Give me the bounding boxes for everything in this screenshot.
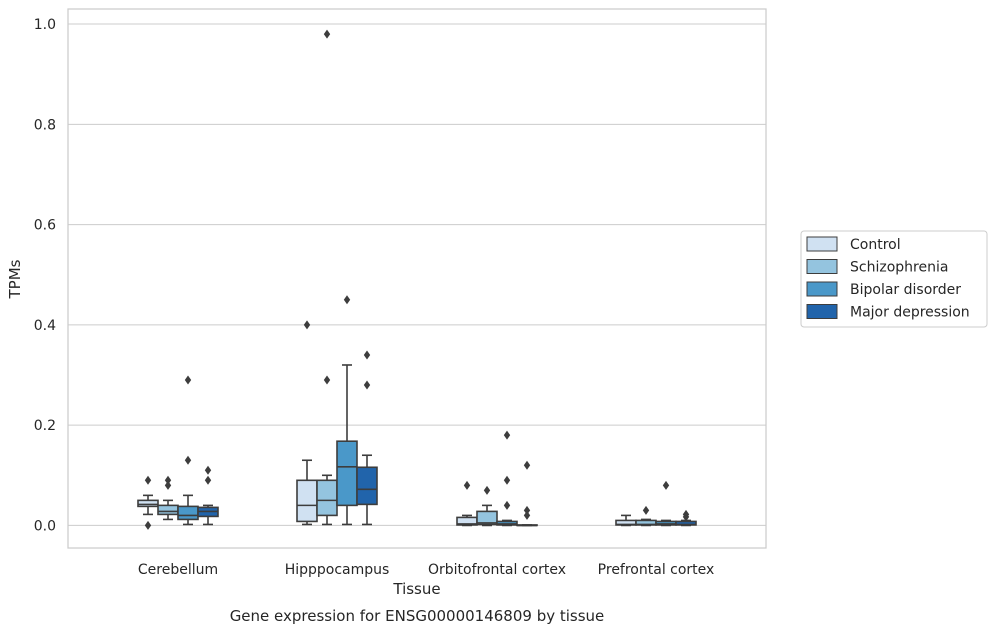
outlier-point <box>184 455 192 465</box>
legend-swatch <box>806 304 838 319</box>
box-0-1 <box>157 475 179 521</box>
outlier-point <box>463 480 471 490</box>
box-iqr <box>137 499 159 508</box>
outlier-point <box>204 475 212 485</box>
grid-lines <box>68 23 766 526</box>
outlier-point <box>303 320 311 330</box>
x-tick-label: Cerebellum <box>138 562 218 578</box>
outlier-point <box>363 350 371 360</box>
y-tick-label: 0.6 <box>34 218 56 234</box>
outlier-point <box>682 512 690 522</box>
outlier-point <box>323 29 331 39</box>
chart-caption: Gene expression for ENSG00000146809 by t… <box>230 607 605 625</box>
y-axis-title: TPMs <box>6 259 24 299</box>
box-1-3 <box>356 350 378 526</box>
box-0-2 <box>177 375 199 526</box>
outlier-point <box>523 460 531 470</box>
box-1-2 <box>336 295 358 526</box>
box-iqr <box>336 440 358 507</box>
box-iqr <box>157 504 179 516</box>
outlier-point <box>523 510 531 520</box>
box-0-3 <box>197 465 219 526</box>
y-tick-label: 0.8 <box>34 117 56 133</box>
outlier-point <box>662 480 670 490</box>
plot-frame <box>67 8 767 549</box>
x-tick-label: Hipppocampus <box>285 562 390 578</box>
box-3-3 <box>675 509 697 527</box>
box-iqr <box>177 505 199 521</box>
outlier-point <box>363 380 371 390</box>
box-iqr <box>296 479 318 523</box>
outlier-point <box>164 480 172 490</box>
outlier-point <box>144 520 152 530</box>
x-axis-title: Tissue <box>392 580 440 598</box>
legend-swatch <box>806 281 838 297</box>
box-0-0 <box>137 475 159 530</box>
box-1-1 <box>316 29 338 526</box>
box-iqr <box>476 510 498 526</box>
outlier-point <box>323 375 331 385</box>
y-tick-label: 1.0 <box>34 17 56 33</box>
box-2-2 <box>496 430 518 527</box>
outlier-point <box>483 485 491 495</box>
y-tick-label: 0.2 <box>34 418 56 434</box>
box-3-0 <box>615 514 637 527</box>
box-1-0 <box>296 320 318 526</box>
box-2-1 <box>476 485 498 527</box>
y-tick-label: 0.0 <box>34 518 56 534</box>
legend-label: Schizophrenia <box>850 260 948 276</box>
legend-swatch <box>806 259 838 274</box>
legend: Control Schizophrenia Bipolar disorder Majo… <box>800 230 988 328</box>
legend-label: Control <box>850 237 901 253</box>
box-2-0 <box>456 480 478 527</box>
box-2-3 <box>516 460 538 527</box>
legend-label: Bipolar disorder <box>850 282 961 298</box>
outlier-point <box>144 475 152 485</box>
legend-label: Major depression <box>850 305 970 321</box>
box-iqr <box>356 466 378 506</box>
outlier-point <box>503 500 511 510</box>
box-groups <box>137 29 697 530</box>
legend-frame <box>800 230 988 328</box>
y-tick-labels: 0.0 0.2 0.4 0.6 0.8 1.0 <box>34 17 56 534</box>
outlier-point <box>184 375 192 385</box>
outlier-point <box>642 505 650 515</box>
box-3-2 <box>655 480 677 527</box>
x-tick-label: Prefrontal cortex <box>598 562 715 578</box>
outlier-point <box>164 475 172 485</box>
outlier-point <box>503 475 511 485</box>
box-iqr <box>316 479 338 517</box>
legend-swatch <box>806 236 838 252</box>
outlier-point <box>343 295 351 305</box>
x-tick-label: Orbitofrontal cortex <box>428 562 566 578</box>
y-tick-label: 0.4 <box>34 318 56 334</box>
x-tick-labels: Cerebellum Hipppocampus Orbitofrontal cort… <box>138 562 714 578</box>
outlier-point <box>523 505 531 515</box>
outlier-point <box>503 430 511 440</box>
box-3-1 <box>635 505 657 527</box>
outlier-point <box>204 465 212 475</box>
